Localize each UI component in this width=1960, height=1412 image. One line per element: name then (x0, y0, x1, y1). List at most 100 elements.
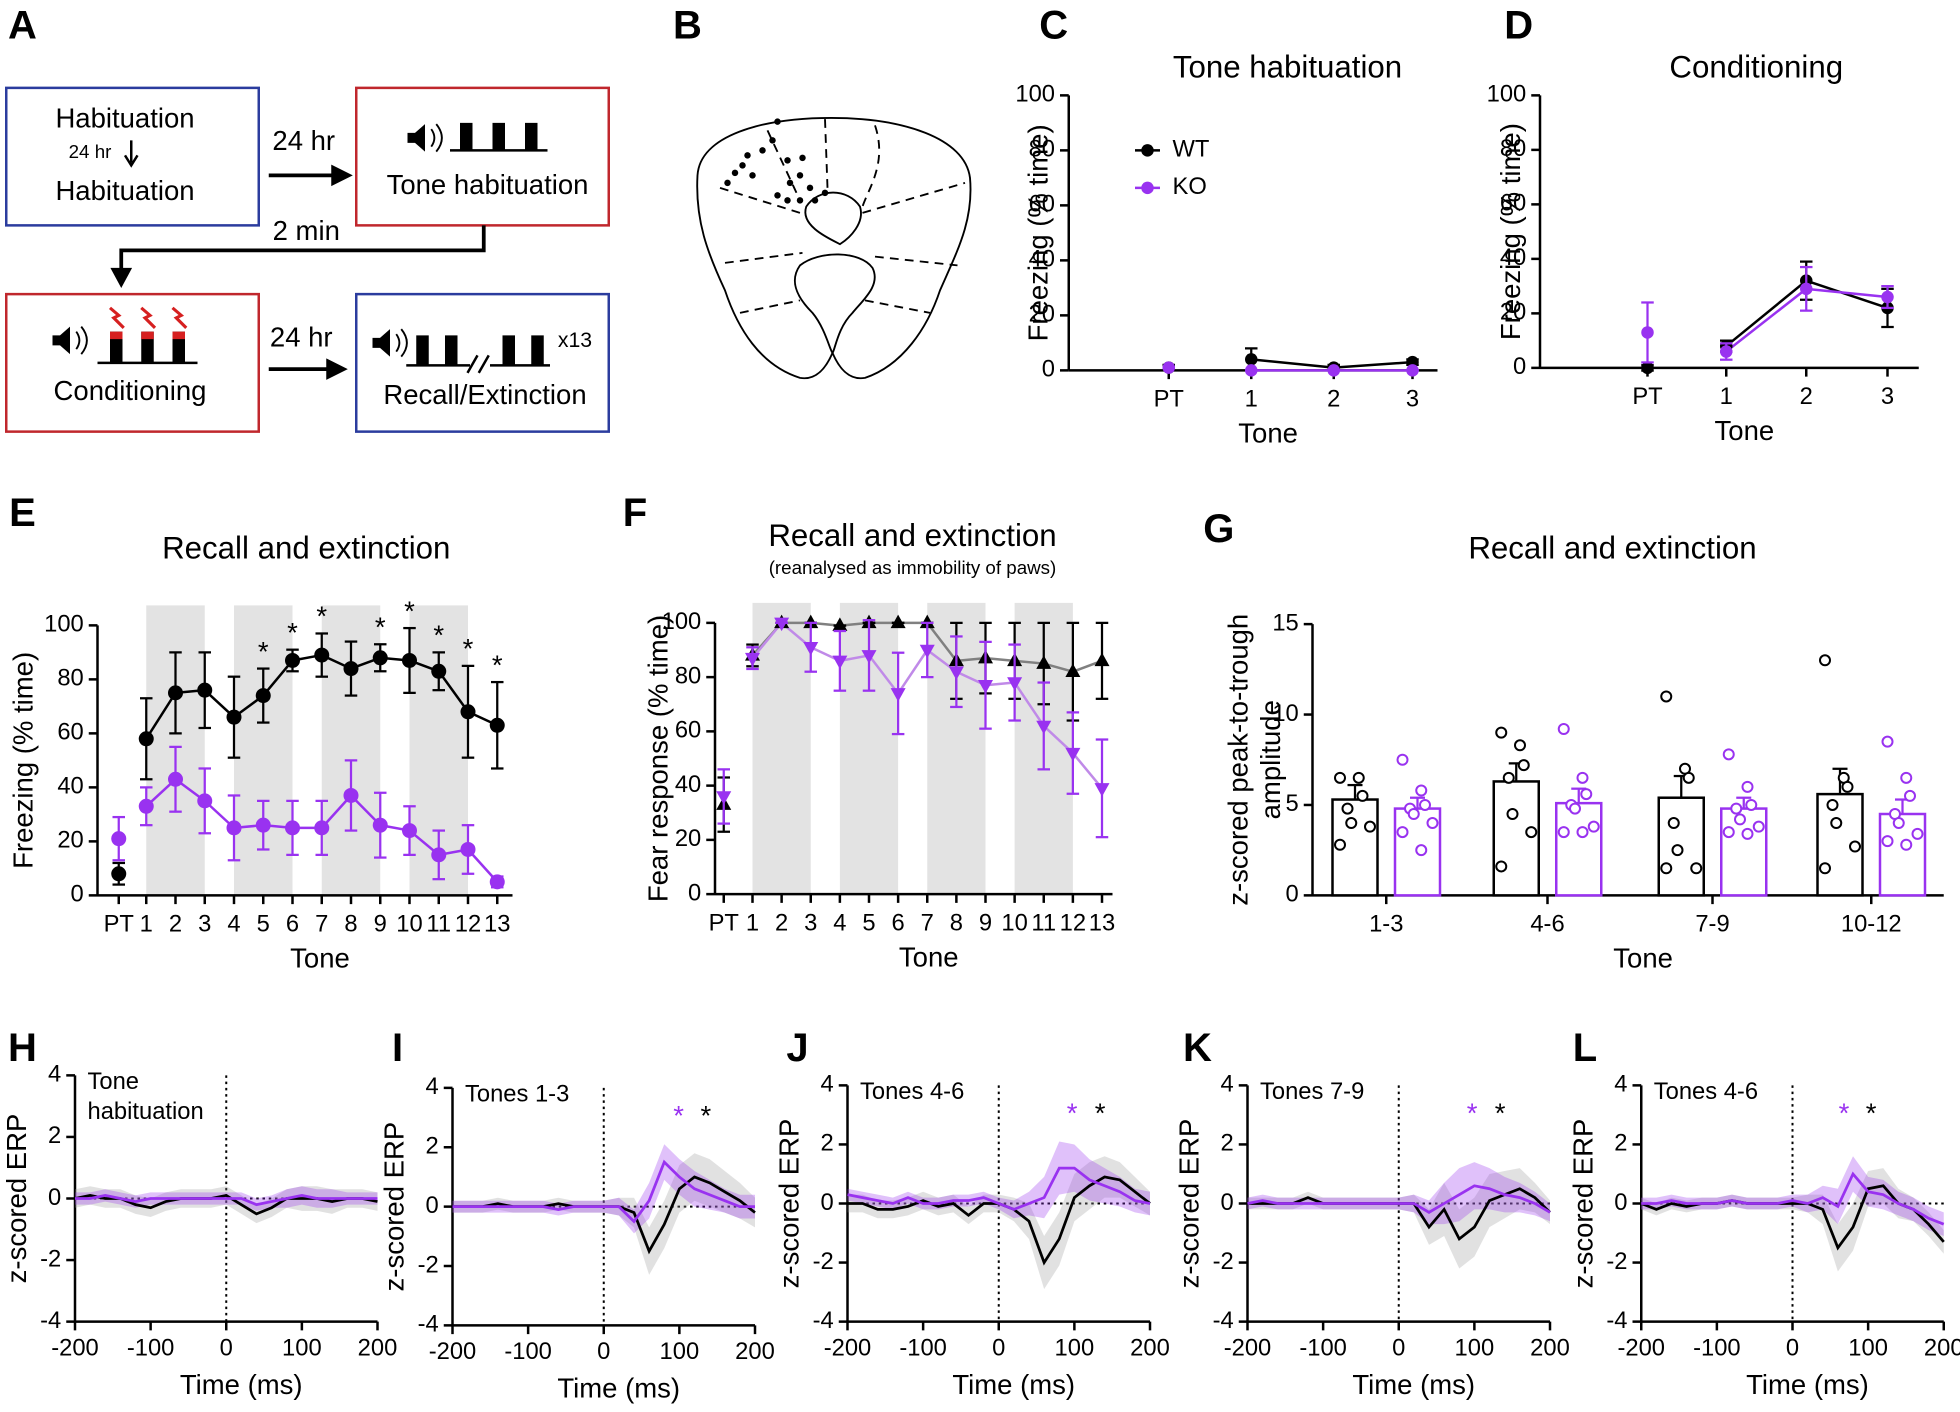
x-tick-label: 7 (921, 909, 934, 936)
x-tick-label: -100 (127, 1334, 175, 1361)
marker (460, 841, 476, 857)
marker (919, 644, 935, 659)
box (5, 86, 260, 227)
box-text: Habituation (55, 175, 194, 206)
y-tick-label: 2 (821, 1130, 834, 1157)
legend-marker (1141, 144, 1154, 157)
series-line (926, 622, 958, 662)
data-point (1334, 838, 1346, 851)
marker (803, 614, 819, 629)
significance-star: * (375, 612, 386, 643)
data-point (1826, 798, 1839, 811)
data-point (1819, 654, 1831, 667)
data-point (1722, 826, 1735, 839)
box-text: Habituation (55, 103, 194, 134)
data-point (1830, 817, 1843, 830)
data-point (1506, 808, 1519, 821)
data-point (1569, 802, 1581, 815)
x-tick-label: 1 (746, 909, 759, 936)
x-tick-label: -200 (429, 1338, 477, 1365)
x-tick-label: -200 (824, 1334, 872, 1361)
y-tick-label: -2 (813, 1248, 834, 1275)
marker (1800, 282, 1813, 296)
arrow-head (331, 164, 353, 187)
y-tick-label: 0 (1614, 1189, 1627, 1216)
series-line (437, 670, 470, 713)
y-tick-label: 40 (57, 773, 83, 800)
marker (803, 642, 819, 656)
series-line (985, 681, 1015, 687)
series-line (1805, 279, 1888, 310)
sound-waves (395, 328, 408, 358)
marker (402, 652, 417, 668)
y-tick-label: 100 (1015, 81, 1055, 108)
x-tick-label: 0 (992, 1334, 1005, 1361)
arrow-head (123, 154, 139, 168)
data-point (1557, 723, 1570, 736)
y-tick-label: 60 (1500, 190, 1526, 217)
shaded-block (752, 602, 811, 895)
data-point (1911, 827, 1924, 840)
region-borders (719, 119, 966, 314)
marker (197, 682, 213, 698)
marker (948, 666, 964, 680)
marker (343, 787, 359, 803)
marker (431, 663, 447, 679)
panel-label: B (673, 3, 702, 47)
y-axis-label: Fear response (% time) (642, 615, 673, 902)
x-tick-label: 100 (1055, 1334, 1095, 1361)
data-point (1734, 813, 1746, 826)
shock-icons (108, 306, 188, 329)
x-tick-label: 2 (1800, 383, 1813, 410)
x-axis-label: Time (ms) (952, 1369, 1075, 1400)
sound-waves (430, 123, 443, 153)
arrow-label: 2 min (273, 215, 340, 246)
trace (1641, 1171, 1945, 1226)
panel-label: K (1183, 1026, 1212, 1070)
data-point (1741, 827, 1754, 840)
legend-label: KO (1173, 173, 1207, 200)
y-axis-label: z-scored ERP (1, 1114, 32, 1284)
x-tick-label: 5 (257, 911, 270, 938)
data-point (1426, 817, 1439, 830)
marker (489, 717, 505, 733)
panel-label: F (623, 491, 647, 535)
x-tick-label: 12 (455, 911, 481, 938)
x-tick-label: 2 (1327, 386, 1340, 413)
trace (75, 1194, 378, 1207)
significance-star: * (1866, 1098, 1877, 1129)
marker (314, 820, 330, 836)
data-point (1345, 817, 1358, 830)
arrow-label: 24 hr (272, 125, 335, 156)
legend-label: WT (1173, 136, 1210, 163)
sem-band (847, 1156, 1150, 1290)
y-tick-label: -4 (418, 1311, 439, 1338)
box-text: Recall/Extinction (383, 379, 586, 410)
x-axis-label: Time (ms) (557, 1373, 680, 1404)
x-tick-label: 10-12 (1841, 911, 1902, 938)
marker (716, 791, 732, 805)
y-tick-label: 0 (1513, 353, 1526, 380)
marker (255, 688, 271, 704)
data-point (1396, 753, 1409, 766)
significance-star: * (404, 595, 415, 626)
data-point (1415, 784, 1428, 797)
sem-band (1641, 1168, 1944, 1272)
data-point (1407, 808, 1420, 821)
y-axis-label: amplitude (1255, 700, 1286, 819)
data-point (1722, 748, 1735, 761)
x-tick-label: 100 (660, 1338, 700, 1365)
x-tick-label: 13 (484, 911, 510, 938)
y-tick-label: 80 (675, 662, 701, 689)
y-tick-label: 100 (44, 611, 84, 638)
x-tick-label: 200 (1130, 1334, 1170, 1361)
marker (1162, 361, 1175, 374)
x-tick-label: -200 (1617, 1334, 1665, 1361)
y-tick-label: 60 (1029, 191, 1055, 218)
marker (168, 685, 183, 701)
marker (774, 617, 790, 632)
panel-label: G (1203, 507, 1234, 551)
significance-star: * (1095, 1098, 1106, 1129)
y-tick-label: 2 (1221, 1130, 1234, 1157)
chart-title: Tone habituation (1173, 49, 1402, 84)
